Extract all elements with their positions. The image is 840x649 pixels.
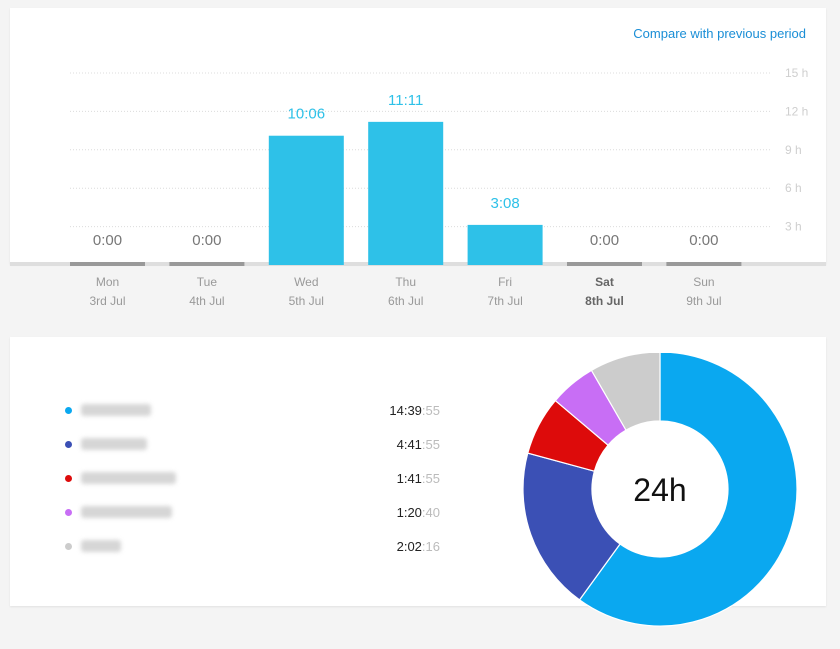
legend-item[interactable]: 14:39:55 xyxy=(65,393,440,427)
legend-time-seconds: :16 xyxy=(421,538,440,554)
legend-item[interactable]: 2:02:16 xyxy=(65,529,440,563)
donut-slice[interactable] xyxy=(523,452,621,601)
legend-time-seconds: :40 xyxy=(421,504,440,520)
zero-bar[interactable] xyxy=(567,262,642,266)
x-tick-date: 8th Jul xyxy=(585,294,624,308)
y-tick-label: 12 h xyxy=(785,104,808,118)
legend-item[interactable]: 1:20:40 xyxy=(65,495,440,529)
legend-time: 14:39:55 xyxy=(389,403,440,418)
daily-bar-chart: 3 h 6 h 9 h 12 h 15 h 0:00 Mon 3rd Jul 0:00 Tue 4t… xyxy=(10,66,826,308)
daily-bar-chart-card: Compare with previous period 3 h 6 h 9 h 12… xyxy=(10,8,826,308)
x-tick-day: Sun xyxy=(693,275,714,289)
legend-color-dot xyxy=(65,406,72,414)
compare-previous-period-link[interactable]: Compare with previous period xyxy=(633,26,806,41)
x-tick-day: Thu xyxy=(395,275,416,289)
zero-bar[interactable] xyxy=(169,262,245,266)
bar[interactable] xyxy=(368,121,444,265)
bar-value-label: 0:00 xyxy=(689,232,718,249)
zero-bar[interactable] xyxy=(666,262,742,266)
legend-time: 4:41:55 xyxy=(397,437,440,452)
legend-color-dot xyxy=(65,542,72,550)
bar-value-label: 0:00 xyxy=(590,232,619,249)
x-tick-date: 4th Jul xyxy=(189,294,224,308)
legend-time: 1:41:55 xyxy=(397,471,440,486)
legend: 14:39:55 4:41:55 1:41:55 1:20:40 2:02:16 xyxy=(65,393,440,563)
legend-item[interactable]: 1:41:55 xyxy=(65,461,440,495)
bar-value-label: 3:08 xyxy=(490,195,519,212)
x-tick-day: Fri xyxy=(498,275,512,289)
legend-color-dot xyxy=(65,440,72,448)
legend-item[interactable]: 4:41:55 xyxy=(65,427,440,461)
legend-time-hm: 2:02 xyxy=(396,538,422,554)
legend-name-redacted xyxy=(81,506,172,518)
x-tick-day: Tue xyxy=(197,275,218,289)
x-tick-date: 6th Jul xyxy=(388,294,423,308)
legend-time: 1:20:40 xyxy=(397,505,440,520)
x-tick-day: Sat xyxy=(595,275,614,289)
legend-time-hm: 1:20 xyxy=(396,504,422,520)
legend-time-seconds: :55 xyxy=(421,470,440,486)
x-tick-date: 3rd Jul xyxy=(89,294,125,308)
bar[interactable] xyxy=(467,224,543,265)
legend-color-dot xyxy=(65,474,72,482)
donut-slice[interactable] xyxy=(590,353,661,431)
x-tick-day: Wed xyxy=(294,275,318,289)
x-tick-date: 9th Jul xyxy=(686,294,721,308)
zero-bar[interactable] xyxy=(70,262,145,266)
donut-center-label: 24h xyxy=(633,472,686,508)
legend-color-dot xyxy=(65,508,72,516)
legend-time-hm: 1:41 xyxy=(396,470,422,486)
donut-slice[interactable] xyxy=(578,353,798,627)
legend-time: 2:02:16 xyxy=(397,539,440,554)
legend-time-seconds: :55 xyxy=(421,402,440,418)
bar[interactable] xyxy=(268,135,344,265)
y-tick-label: 3 h xyxy=(785,220,802,234)
legend-time-seconds: :55 xyxy=(421,436,440,452)
legend-name-redacted xyxy=(81,540,121,552)
bar-value-label: 0:00 xyxy=(192,232,221,249)
legend-name-redacted xyxy=(81,404,151,416)
bar-value-label: 0:00 xyxy=(93,232,122,249)
x-tick-day: Mon xyxy=(96,275,119,289)
x-tick-date: 7th Jul xyxy=(487,294,522,308)
x-tick-date: 5th Jul xyxy=(289,294,324,308)
y-tick-label: 15 h xyxy=(785,66,808,80)
legend-time-hm: 14:39 xyxy=(389,402,422,418)
legend-time-hm: 4:41 xyxy=(396,436,422,452)
bar-value-label: 11:11 xyxy=(388,92,423,109)
y-tick-label: 6 h xyxy=(785,181,802,195)
breakdown-card: 14:39:55 4:41:55 1:41:55 1:20:40 2:02:16 24h xyxy=(10,337,826,627)
donut-chart: 24h xyxy=(523,353,798,627)
legend-name-redacted xyxy=(81,438,147,450)
legend-name-redacted xyxy=(81,472,176,484)
bar-value-label: 10:06 xyxy=(288,106,326,123)
y-tick-label: 9 h xyxy=(785,143,802,157)
